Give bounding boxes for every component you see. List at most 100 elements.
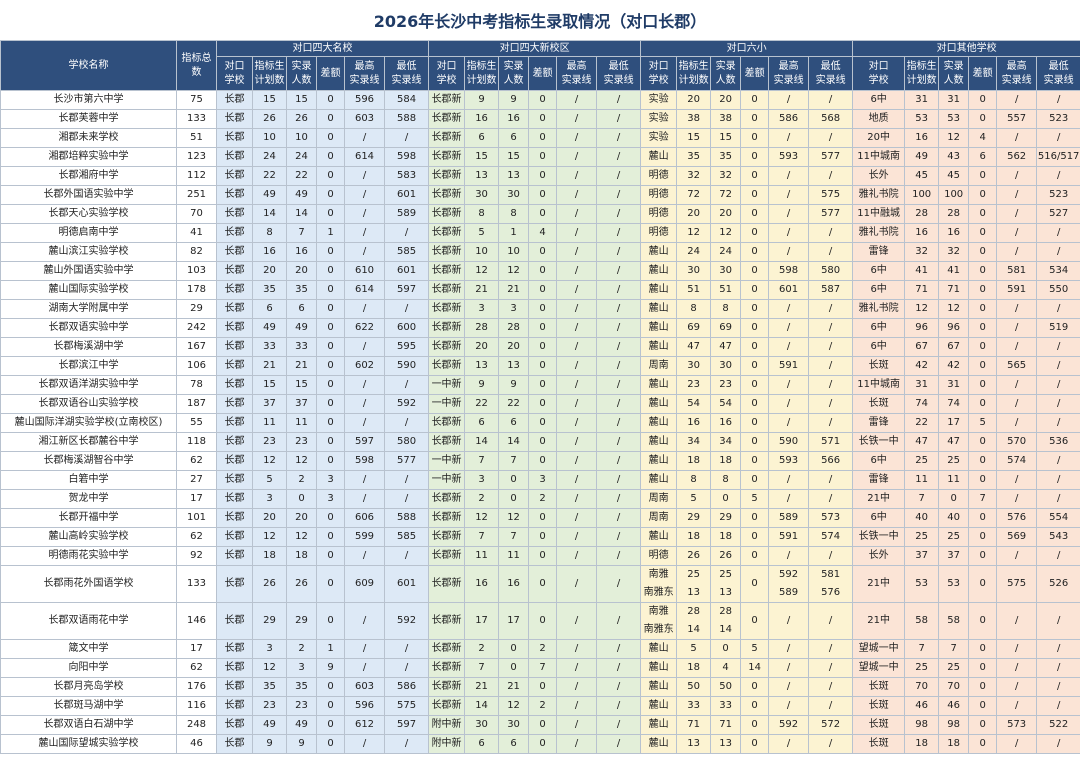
cell: /	[996, 318, 1038, 338]
cell: /	[596, 508, 642, 528]
table-row: 长郡开福中学 101 长郡 20 20 0 606 588 长郡新 12 12 0// 周南 29 29 0 5…	[0, 508, 1080, 528]
cell: /	[556, 166, 598, 186]
cell: 187	[176, 394, 217, 414]
table-row: 长郡雨花外国语学校 133 长郡 26 26 0 609 601 长郡新 16 16 0// 南雅 南雅…	[0, 565, 1080, 603]
cell: 长郡	[216, 639, 253, 659]
cell: 7	[464, 451, 500, 471]
cell: 21	[498, 280, 530, 300]
cell: 527	[1036, 204, 1080, 224]
cell: /	[344, 734, 385, 754]
cell: /	[996, 337, 1038, 357]
cell: 7	[464, 527, 500, 547]
cell: 601	[383, 185, 430, 205]
cell: 25	[938, 658, 970, 678]
school-name: 长郡天心实验学校	[0, 204, 177, 224]
cell: 0	[968, 375, 998, 395]
cell: 25	[904, 451, 940, 471]
cell: 42	[904, 356, 940, 376]
cell: /	[596, 413, 642, 433]
cell: 雷锋	[852, 242, 906, 262]
cell: 15	[464, 147, 500, 167]
cell: 6	[286, 299, 317, 319]
cell: 71	[676, 715, 712, 735]
cell: 7	[498, 451, 530, 471]
cell: 600	[383, 318, 430, 338]
cell: 55	[176, 413, 217, 433]
cell: 地质	[852, 109, 906, 129]
cell: 长郡	[216, 565, 253, 603]
cell: 明德	[640, 546, 678, 566]
cell: 47	[710, 337, 742, 357]
cell: 598	[383, 147, 430, 167]
cell: 南雅 南雅东	[640, 565, 678, 603]
cell: 516/517	[1036, 147, 1080, 167]
cell: 592	[383, 602, 430, 640]
cell: 51	[176, 128, 217, 148]
cell: /	[996, 394, 1038, 414]
cell: 雅礼书院	[852, 223, 906, 243]
cell: 12	[286, 451, 317, 471]
cell: /	[556, 204, 598, 224]
group-header: 对口四大新校区	[428, 40, 642, 57]
school-name: 长郡梅溪湖智谷中学	[0, 451, 177, 471]
cell: 0	[316, 677, 345, 697]
cell: 20	[676, 204, 712, 224]
cell: /	[383, 489, 430, 509]
cell: 0	[968, 715, 998, 735]
cell: /	[556, 90, 598, 110]
cell: /	[344, 394, 385, 414]
cell: 0	[316, 147, 345, 167]
cell: 实验	[640, 128, 678, 148]
cell: 14	[464, 696, 500, 716]
cell: 0	[740, 280, 770, 300]
cell: /	[1036, 356, 1080, 376]
cell: 20中	[852, 128, 906, 148]
cell: 实验	[640, 109, 678, 129]
school-name: 向阳中学	[0, 658, 177, 678]
cell: 550	[1036, 280, 1080, 300]
table-row: 麓山国际洋湖实验学校(立南校区) 55 长郡 11 11 0// 长郡新 6 6 0// 麓山 16 1…	[0, 413, 1080, 433]
cell: 32	[676, 166, 712, 186]
cell: 15	[286, 375, 317, 395]
cell: /	[556, 451, 598, 471]
cell: /	[383, 299, 430, 319]
cell: 18	[252, 546, 287, 566]
cell: 长郡新	[428, 242, 466, 262]
cell: 0	[316, 527, 345, 547]
cell: 11中城南	[852, 147, 906, 167]
table-row: 长郡双语雨花中学 146 长郡 29 29 0/592 长郡新 17 17 0// 南雅 南雅东 28…	[0, 602, 1080, 640]
cell: 12	[286, 527, 317, 547]
cell: /	[808, 658, 854, 678]
cell: 2	[528, 696, 558, 716]
cell: 526	[1036, 565, 1080, 603]
cell: 5	[676, 489, 712, 509]
cell: 20	[286, 261, 317, 281]
cell: 0	[528, 261, 558, 281]
cell: /	[1036, 602, 1080, 640]
cell: 569	[996, 527, 1038, 547]
cell: 4	[710, 658, 742, 678]
cell: 0	[740, 432, 770, 452]
cell: 9	[498, 90, 530, 110]
subheader-cell: 最高 实录线	[996, 56, 1038, 91]
cell: 0	[316, 185, 345, 205]
cell: 587	[808, 280, 854, 300]
cell: 3	[498, 299, 530, 319]
cell: 0	[316, 90, 345, 110]
cell: 长郡	[216, 715, 253, 735]
cell: 6中	[852, 90, 906, 110]
cell: 明德	[640, 204, 678, 224]
cell: 0	[316, 280, 345, 300]
cell: 长外	[852, 546, 906, 566]
cell: 麓山	[640, 677, 678, 697]
cell: 123	[176, 147, 217, 167]
cell: /	[596, 432, 642, 452]
cell: /	[344, 413, 385, 433]
cell: 62	[176, 658, 217, 678]
cell: 573	[808, 508, 854, 528]
cell: 14	[740, 658, 770, 678]
subheader-cell: 对口 学校	[640, 56, 678, 91]
cell: 0	[968, 356, 998, 376]
cell: /	[996, 90, 1038, 110]
cell: 9	[252, 734, 287, 754]
